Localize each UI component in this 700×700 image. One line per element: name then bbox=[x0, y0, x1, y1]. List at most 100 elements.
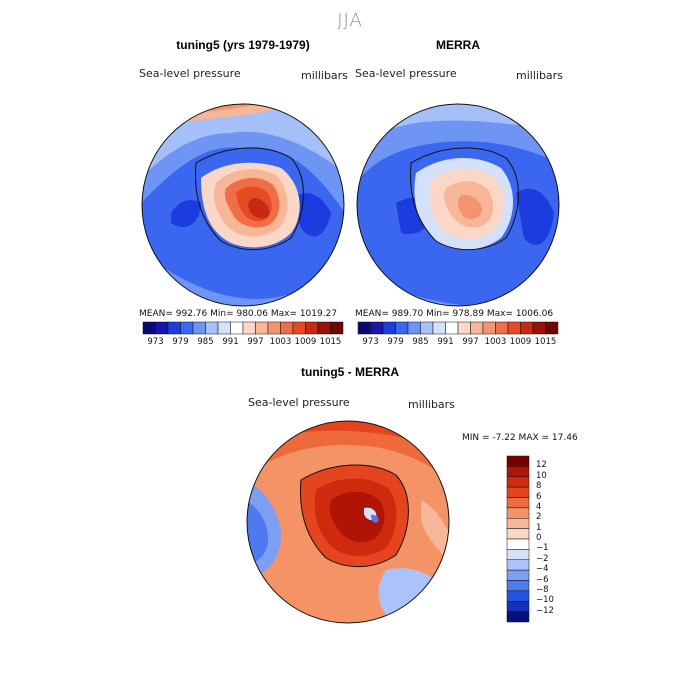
map-difference bbox=[246, 420, 450, 624]
colorbar-model-label: 1003 bbox=[269, 337, 292, 347]
colorbar-model-swatch bbox=[267, 321, 281, 335]
colorbar-model-swatch bbox=[192, 321, 206, 335]
colorbar-difference-label: 8 bbox=[536, 481, 542, 492]
colorbar-difference-label: −1 bbox=[536, 543, 549, 554]
colorbar-obs-swatch bbox=[370, 321, 384, 335]
colorbar-obs-swatch bbox=[470, 321, 484, 335]
colorbar-obs-swatch bbox=[382, 321, 396, 335]
map-tuning5 bbox=[141, 103, 345, 307]
season-title: JJA bbox=[337, 10, 363, 31]
colorbar-model-swatch bbox=[317, 321, 331, 335]
colorbar-difference-label: −6 bbox=[536, 574, 549, 585]
colorbar-obs-labels: 973 979 985 991 997 1003 1009 1015 bbox=[358, 337, 558, 349]
panel-title-obs: MERRA bbox=[436, 38, 480, 52]
colorbar-difference-swatch bbox=[506, 611, 530, 623]
colorbar-difference-swatch bbox=[506, 507, 530, 519]
colorbar-model-swatch bbox=[255, 321, 269, 335]
colorbar-obs-swatch bbox=[507, 321, 521, 335]
colorbar-obs-label: 991 bbox=[437, 337, 454, 347]
colorbar-difference-swatch bbox=[506, 528, 530, 540]
colorbar-obs-label: 997 bbox=[462, 337, 479, 347]
colorbar-difference-label: 6 bbox=[536, 491, 542, 502]
colorbar-difference-swatch bbox=[506, 466, 530, 477]
colorbar-difference-label: −10 bbox=[536, 595, 554, 606]
colorbar-difference-swatch bbox=[506, 601, 530, 612]
colorbar-obs-swatch bbox=[482, 321, 496, 335]
colorbar-difference-label: −2 bbox=[536, 553, 549, 564]
panel-model-units: millibars bbox=[301, 69, 348, 82]
colorbar-difference-swatch bbox=[506, 486, 530, 498]
colorbar-obs-swatch bbox=[520, 321, 534, 335]
colorbar-difference-label: −12 bbox=[536, 605, 554, 616]
panel-model-variable: Sea-level pressure bbox=[139, 67, 241, 80]
colorbar-difference-swatch bbox=[506, 580, 530, 592]
colorbar-obs-label: 973 bbox=[362, 337, 379, 347]
colorbar-model-label: 991 bbox=[222, 337, 239, 347]
colorbar-difference-swatch bbox=[506, 590, 530, 602]
colorbar-model-swatch bbox=[205, 321, 219, 335]
colorbar-difference-swatch bbox=[506, 569, 530, 581]
colorbar-difference-swatch bbox=[506, 455, 530, 467]
colorbar-obs-swatch bbox=[407, 321, 421, 335]
colorbar-obs-swatch bbox=[495, 321, 509, 335]
colorbar-model-label: 985 bbox=[197, 337, 214, 347]
colorbar-obs-swatch bbox=[457, 321, 471, 335]
colorbar-difference-label: 10 bbox=[536, 470, 547, 481]
colorbar-difference-label: 0 bbox=[536, 533, 542, 543]
diff-range: MIN = -7.22 MAX = 17.46 bbox=[462, 433, 578, 443]
colorbar-difference bbox=[506, 455, 530, 623]
colorbar-model-label: 997 bbox=[247, 337, 264, 347]
colorbar-obs-swatch bbox=[545, 321, 559, 335]
diff-variable: Sea-level pressure bbox=[248, 396, 350, 409]
colorbar-model-swatch bbox=[230, 321, 244, 335]
colorbar-difference-swatch bbox=[506, 538, 530, 550]
colorbar-model-swatch bbox=[217, 321, 231, 335]
colorbar-model-label: 1015 bbox=[319, 337, 342, 347]
colorbar-model-labels: 973 979 985 991 997 1003 1009 1015 bbox=[143, 337, 343, 349]
panel-obs-variable: Sea-level pressure bbox=[355, 67, 457, 80]
colorbar-difference-label: −8 bbox=[536, 584, 549, 595]
panel-obs-units: millibars bbox=[516, 69, 563, 82]
colorbar-model-swatch bbox=[330, 321, 344, 335]
colorbar-difference-swatch bbox=[506, 549, 530, 560]
colorbar-obs-label: 1015 bbox=[534, 337, 557, 347]
colorbar-model-swatch bbox=[242, 321, 256, 335]
colorbar-difference-label: 1 bbox=[536, 522, 542, 533]
colorbar-difference-label: −4 bbox=[536, 564, 549, 575]
colorbar-obs-swatch bbox=[420, 321, 434, 335]
colorbar-model bbox=[142, 321, 344, 335]
map-merra bbox=[356, 103, 560, 307]
colorbar-model-label: 973 bbox=[147, 337, 164, 347]
colorbar-obs-label: 1009 bbox=[509, 337, 532, 347]
colorbar-obs-swatch bbox=[357, 321, 371, 335]
colorbar-obs-swatch bbox=[532, 321, 546, 335]
colorbar-obs-label: 985 bbox=[412, 337, 429, 347]
colorbar-obs-label: 979 bbox=[387, 337, 404, 347]
colorbar-model-label: 1009 bbox=[294, 337, 317, 347]
colorbar-difference-label: 2 bbox=[536, 512, 542, 523]
colorbar-difference-swatch bbox=[506, 497, 530, 509]
colorbar-obs-label: 1003 bbox=[484, 337, 507, 347]
colorbar-obs bbox=[357, 321, 559, 335]
colorbar-model-swatch bbox=[305, 321, 319, 335]
colorbar-model-swatch bbox=[155, 321, 169, 335]
panel-title-model: tuning5 (yrs 1979-1979) bbox=[176, 38, 310, 52]
colorbar-model-swatch bbox=[280, 321, 294, 335]
colorbar-model-swatch bbox=[292, 321, 306, 335]
colorbar-obs-swatch bbox=[445, 321, 459, 335]
colorbar-model-swatch bbox=[180, 321, 194, 335]
colorbar-model-swatch bbox=[142, 321, 156, 335]
colorbar-model-label: 979 bbox=[172, 337, 189, 347]
colorbar-model-swatch bbox=[167, 321, 181, 335]
panel-obs-stats: MEAN= 989.70 Min= 978.89 Max= 1006.06 bbox=[355, 309, 554, 319]
colorbar-difference-swatch bbox=[506, 476, 530, 488]
diff-units: millibars bbox=[408, 398, 455, 411]
colorbar-difference-labels: 12 10 8 6 4 2 1 0 −1 −2 −4 −6 −8 −10 −12 bbox=[536, 456, 576, 622]
diff-panel-title: tuning5 - MERRA bbox=[301, 365, 399, 379]
colorbar-difference-label: 12 bbox=[536, 460, 547, 471]
colorbar-difference-swatch bbox=[506, 559, 530, 571]
colorbar-obs-swatch bbox=[432, 321, 446, 335]
colorbar-difference-label: 4 bbox=[536, 501, 542, 512]
colorbar-difference-swatch bbox=[506, 518, 530, 529]
colorbar-obs-swatch bbox=[395, 321, 409, 335]
